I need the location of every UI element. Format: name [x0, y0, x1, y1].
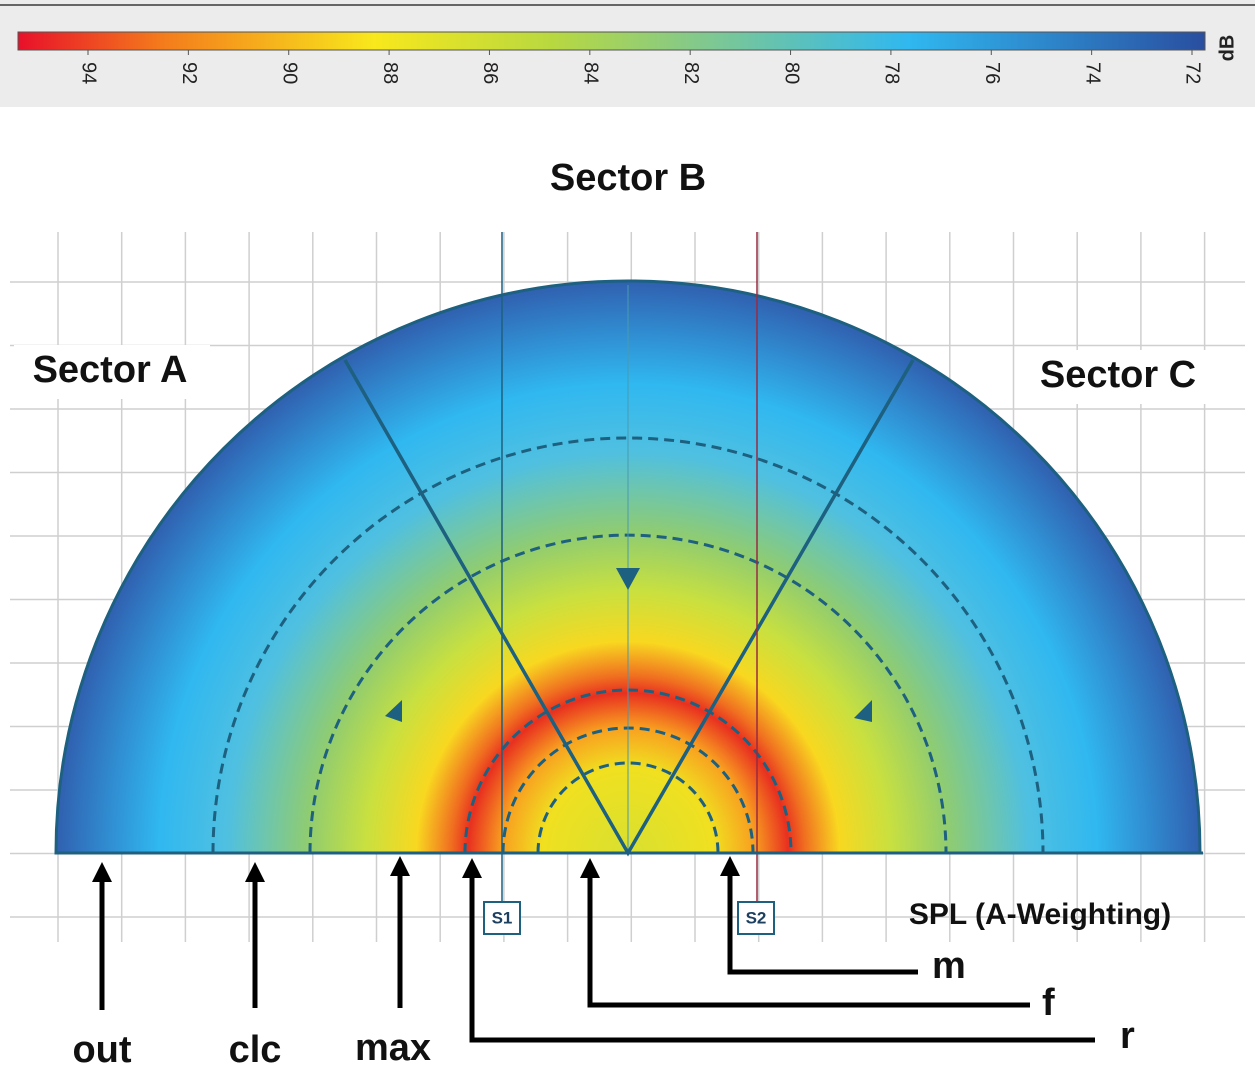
- sector-c-label: Sector C: [1040, 354, 1196, 396]
- marker-label: r: [1120, 1015, 1135, 1057]
- colorbar-tick-label: 74: [1081, 62, 1103, 84]
- colorbar-tick-label: 78: [881, 62, 903, 84]
- colorbar-tick-label: 86: [479, 62, 501, 84]
- sensor-box: [737, 901, 775, 935]
- marker-arrows: [92, 856, 1095, 1043]
- colorbar-tick-label: 90: [278, 62, 300, 84]
- colorbar-tick-label: 92: [178, 62, 200, 84]
- colorbar-unit: dB: [1216, 35, 1238, 62]
- sector-b-label: Sector B: [550, 157, 706, 199]
- colorbar-tick-label: 94: [78, 62, 100, 84]
- direction-arrows: [385, 568, 872, 722]
- colorbar-panel: [0, 0, 1255, 107]
- marker-label: clc: [229, 1029, 282, 1071]
- colorbar-tick-label: 82: [680, 62, 702, 84]
- axis-label: SPL (A-Weighting): [909, 898, 1171, 931]
- colorbar-tick-label: 84: [580, 62, 602, 84]
- label-bg: [14, 345, 210, 399]
- sensor-label: S1: [492, 908, 513, 927]
- sensor-label: S2: [746, 908, 767, 927]
- colorbar-tick-label: 88: [379, 62, 401, 84]
- colorbar-tick-label: 72: [1182, 62, 1204, 84]
- sensor-box: [483, 901, 521, 935]
- colorbar-tick-label: 76: [981, 62, 1003, 84]
- marker-label: m: [932, 945, 966, 987]
- label-bg: [1022, 350, 1218, 404]
- marker-labels: out clc max r f m: [72, 945, 1135, 1071]
- marker-label: max: [355, 1027, 431, 1069]
- sector-a-label: Sector A: [33, 349, 188, 391]
- colorbar: [17, 31, 1206, 51]
- colorbar-tick-label: 80: [780, 62, 802, 84]
- marker-label: out: [72, 1029, 131, 1071]
- marker-label: f: [1042, 982, 1055, 1024]
